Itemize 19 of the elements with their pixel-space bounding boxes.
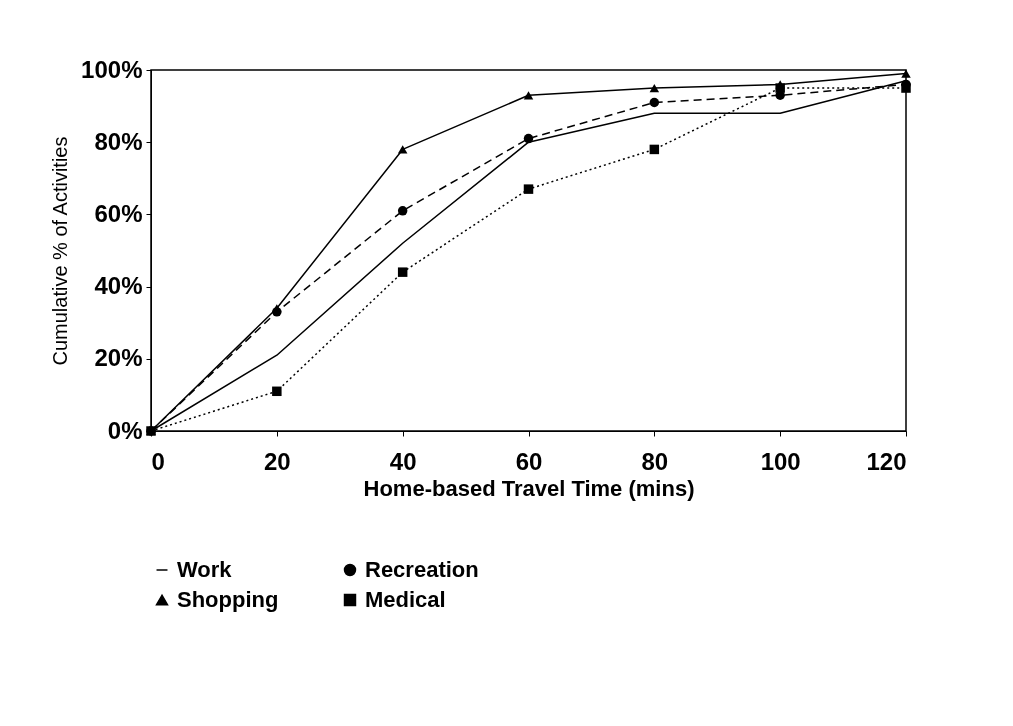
x-tick-label: 20 [263, 447, 291, 475]
x-tick-label: 60 [515, 447, 543, 475]
y-tick-label: 20% [94, 344, 143, 372]
x-axis-title: Home-based Travel Time (mins) [363, 475, 695, 501]
y-tick-label: 80% [94, 127, 143, 155]
y-tick-label: 40% [94, 272, 143, 300]
legend-label: Work [177, 557, 233, 582]
y-tick-label: 0% [107, 416, 143, 444]
x-tick-label: 80 [641, 447, 669, 475]
x-tick-label: 40 [389, 447, 417, 475]
x-tick-label: 120 [866, 447, 907, 475]
legend-label: Shopping [177, 587, 279, 612]
y-tick-label: 100% [81, 55, 143, 83]
x-tick-label: 0 [151, 447, 165, 475]
legend-label: Medical [365, 587, 446, 612]
y-axis-title: Cumulative % of Activities [49, 136, 72, 366]
x-tick-label: 100 [760, 447, 801, 475]
legend-label: Recreation [365, 557, 479, 582]
y-tick-label: 60% [94, 199, 143, 227]
